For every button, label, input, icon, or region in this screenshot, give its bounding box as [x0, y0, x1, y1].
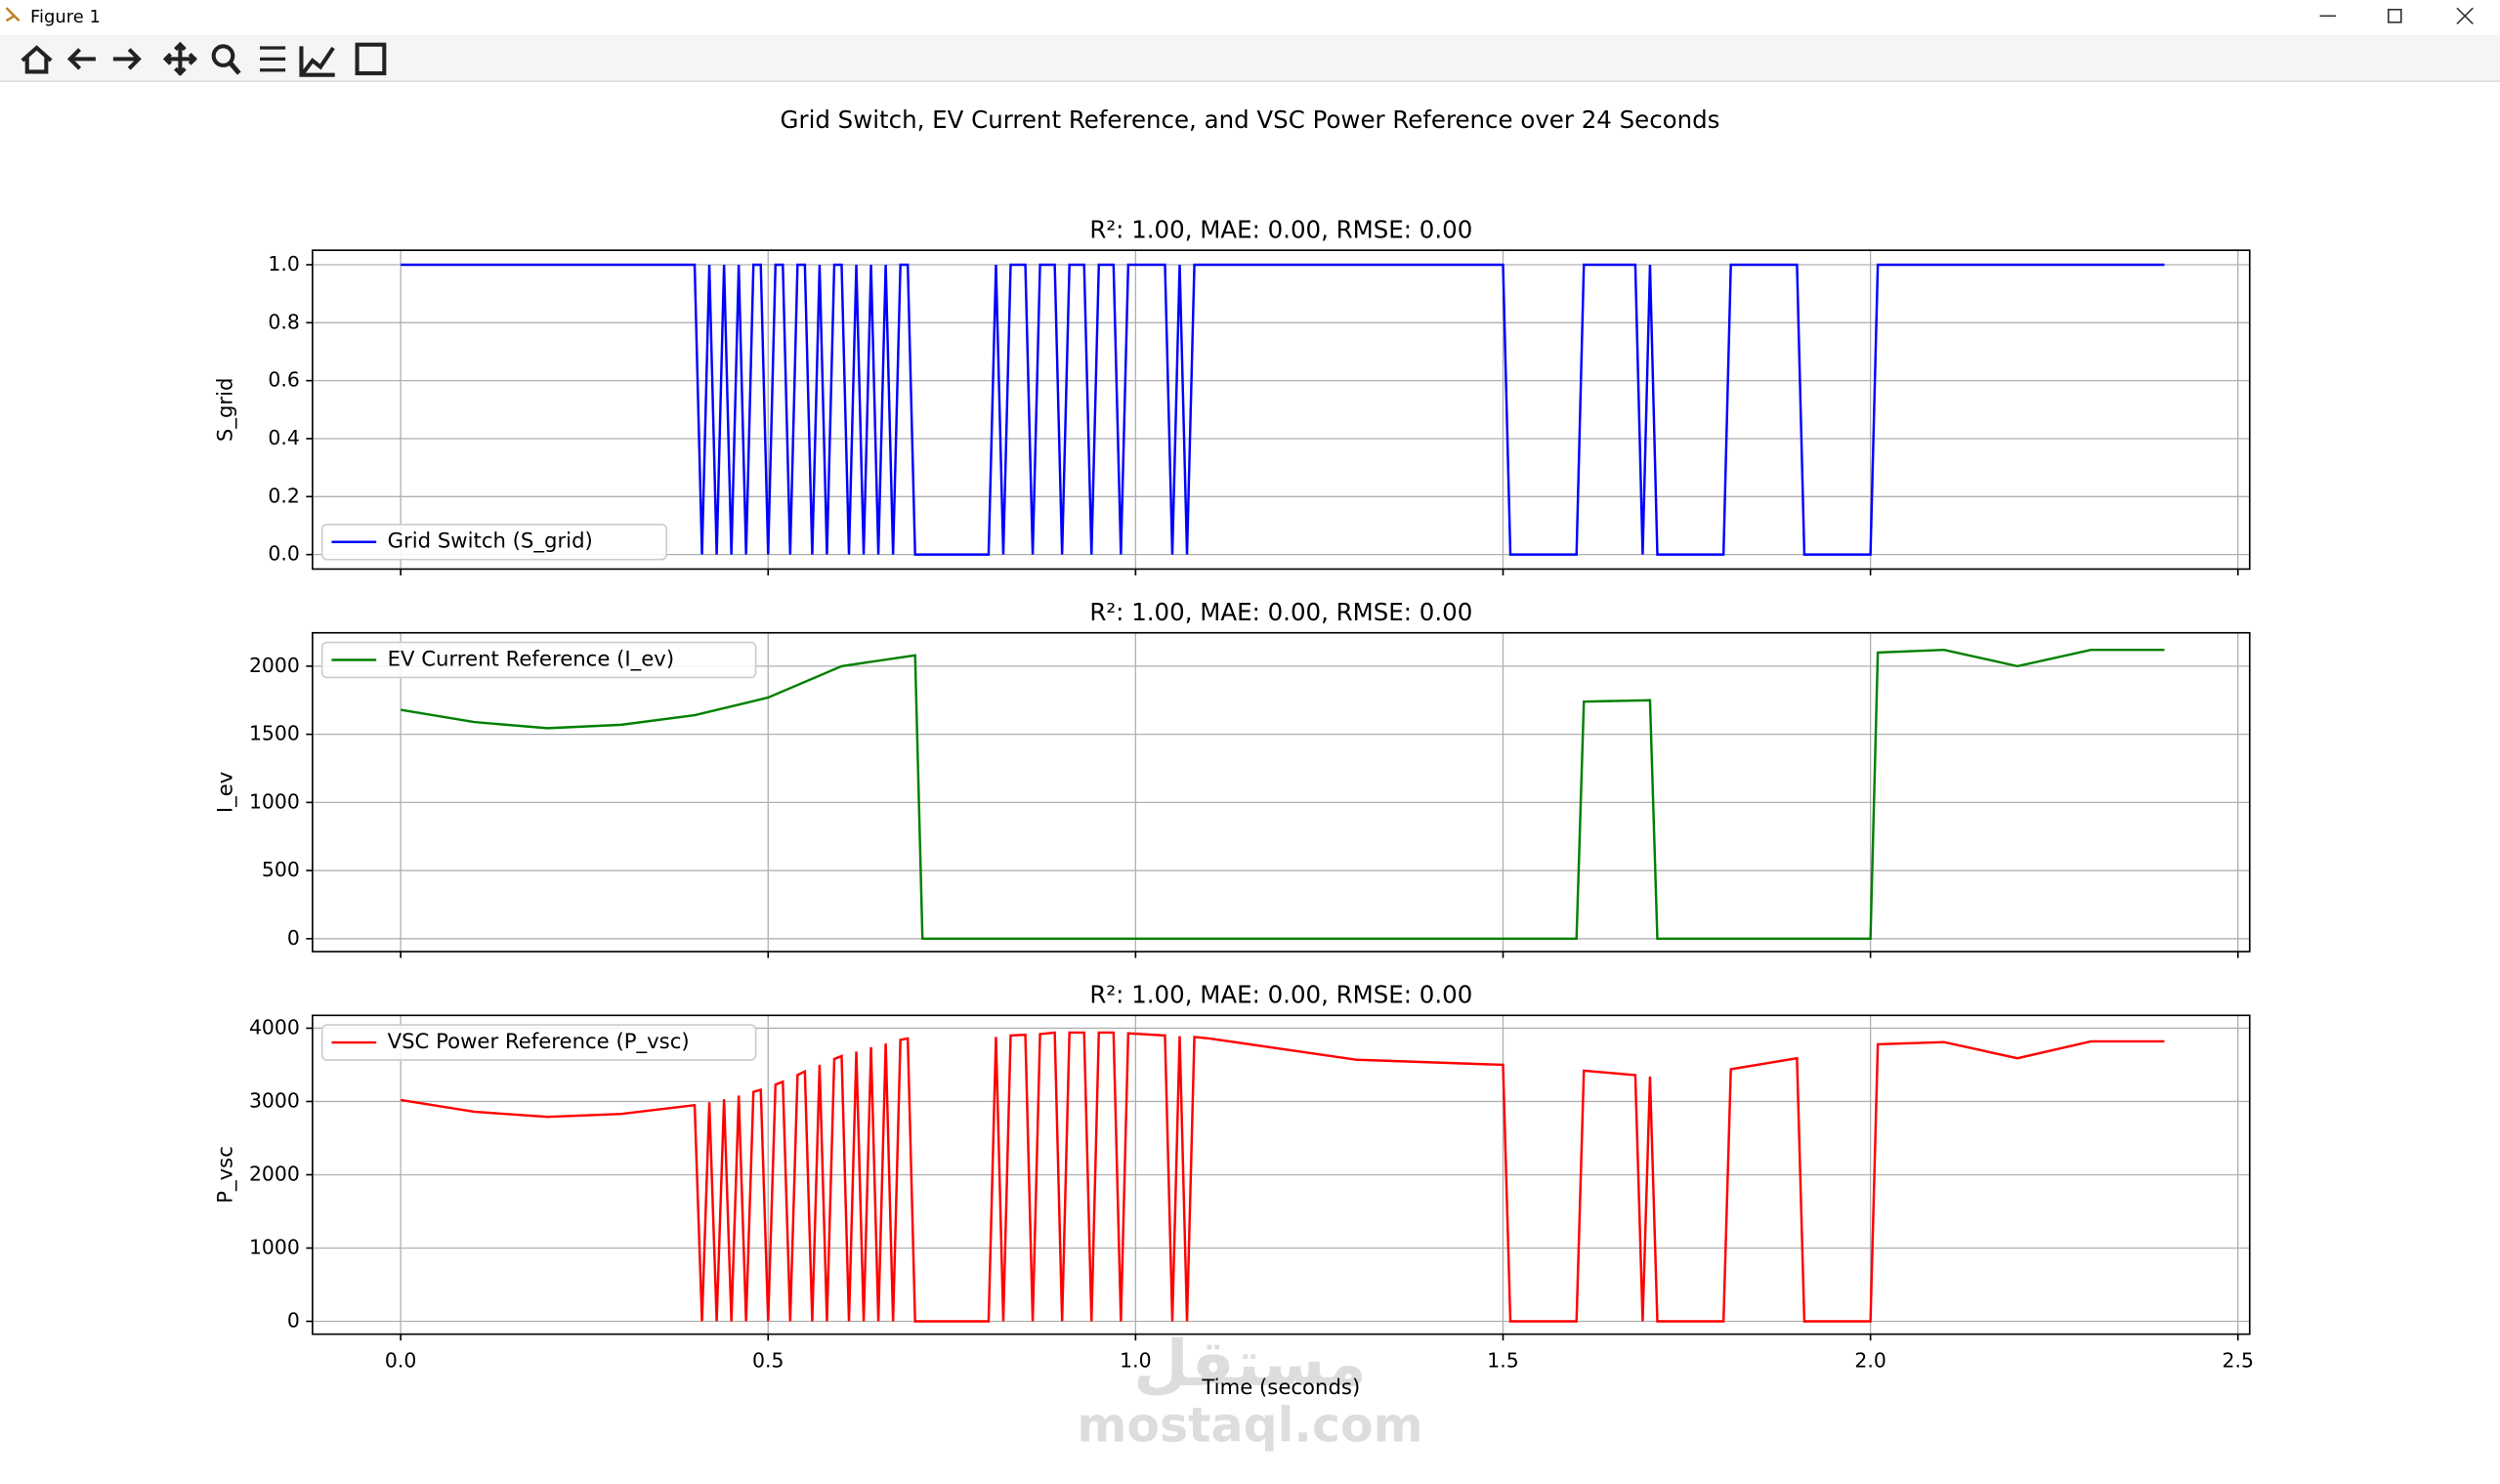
home-button[interactable]	[21, 45, 53, 74]
axes-title: R²: 1.00, MAE: 0.00, RMSE: 0.00	[1089, 981, 1472, 1009]
axes-frame	[312, 1014, 2251, 1336]
y-axis-label: S_grid	[214, 378, 238, 443]
subplot: R²: 1.00, MAE: 0.00, RMSE: 0.00 0.0 0.2 0.4…	[214, 216, 2251, 575]
y-tick-label: 0.8	[268, 310, 299, 333]
y-tick-label: 1000	[249, 789, 300, 813]
series-line	[401, 263, 2165, 556]
x-tick-label: 0.0	[385, 1348, 416, 1372]
legend-label: EV Current Reference (I_ev)	[388, 647, 675, 671]
y-axis-label: P_vsc	[214, 1146, 238, 1204]
toolbar	[0, 34, 2500, 82]
plots: R²: 1.00, MAE: 0.00, RMSE: 0.00 0.0 0.2 0.4…	[214, 216, 2254, 1401]
legend-box	[320, 523, 667, 561]
restore-button[interactable]	[2387, 8, 2402, 23]
forward-button[interactable]	[112, 48, 142, 70]
legend-box	[320, 641, 757, 679]
x-axis-label: Time (seconds)	[1201, 1376, 1360, 1400]
y-tick-label: 2000	[249, 1162, 300, 1185]
y-tick-label: 3000	[249, 1088, 300, 1112]
back-button[interactable]	[66, 48, 96, 70]
y-tick-label: 0.0	[268, 542, 299, 566]
y-tick-label: 2000	[249, 654, 300, 677]
x-tick-label: 1.5	[1487, 1348, 1518, 1372]
y-tick-label: 500	[262, 858, 300, 881]
axes-title: R²: 1.00, MAE: 0.00, RMSE: 0.00	[1089, 598, 1472, 626]
axes-title: R²: 1.00, MAE: 0.00, RMSE: 0.00	[1089, 216, 1472, 244]
subplot: R²: 1.00, MAE: 0.00, RMSE: 0.00 0 1000 2000…	[214, 981, 2254, 1400]
x-tick-label: 2.5	[2223, 1348, 2254, 1372]
axes-frame	[312, 631, 2251, 953]
series-line	[400, 1031, 2165, 1323]
zoom-button[interactable]	[211, 44, 235, 67]
y-tick-label: 0.2	[268, 484, 299, 507]
y-tick-label: 0.4	[268, 426, 299, 449]
close-button[interactable]	[2456, 7, 2474, 25]
window-title: Figure 1	[30, 7, 101, 27]
y-tick-label: 1.0	[268, 252, 299, 276]
configure-button[interactable]	[260, 46, 286, 72]
axes-button[interactable]	[299, 46, 335, 77]
app-icon	[5, 7, 21, 22]
title-bar	[0, 0, 2500, 35]
x-tick-label: 2.0	[1854, 1348, 1886, 1372]
legend-label: VSC Power Reference (P_vsc)	[388, 1030, 690, 1054]
y-tick-label: 0	[287, 926, 300, 950]
pan-button[interactable]	[162, 41, 197, 76]
y-tick-label: 0	[287, 1309, 300, 1333]
save-button[interactable]	[355, 42, 387, 76]
x-tick-label: 0.5	[752, 1348, 784, 1372]
legend-box	[320, 1024, 757, 1061]
y-tick-label: 4000	[249, 1015, 300, 1039]
suptitle: Grid Switch, EV Current Reference, and V…	[781, 106, 1720, 134]
y-tick-label: 1500	[249, 722, 300, 745]
subplot: R²: 1.00, MAE: 0.00, RMSE: 0.00 0 500 1000 1…	[214, 598, 2251, 958]
zoom-handle	[228, 61, 241, 75]
y-tick-label: 1000	[249, 1235, 300, 1258]
legend-label: Grid Switch (S_grid)	[388, 530, 593, 554]
y-tick-label: 0.6	[268, 368, 299, 392]
watermark-arabic: مستقل	[1133, 1327, 1367, 1401]
x-tick-label: 1.0	[1120, 1348, 1151, 1372]
y-axis-label: I_ev	[214, 772, 238, 813]
watermark: mostaql.com	[1077, 1397, 1422, 1453]
axes-frame	[312, 249, 2251, 571]
series-line	[400, 648, 2165, 941]
